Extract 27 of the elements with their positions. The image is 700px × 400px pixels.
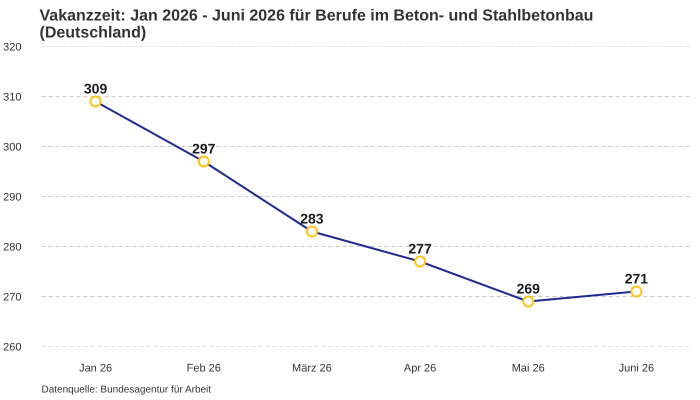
data-label: 277	[408, 240, 432, 256]
chart-title: Vakanzzeit: Jan 2026 - Juni 2026 für Berufe im Beton- und Stahlbetonbau (Deutschland)	[40, 8, 594, 42]
x-tick-label: Feb 26	[186, 362, 221, 374]
y-tick-label: 260	[3, 342, 22, 354]
y-tick-label: 280	[3, 242, 22, 254]
point	[306, 226, 318, 238]
y-tick-label: 270	[3, 292, 22, 304]
y-tick-label: 300	[3, 142, 22, 154]
data-label: 269	[516, 280, 540, 296]
text: Datenquelle: Bundesagentur für Arbeit	[42, 384, 212, 396]
data-label: 271	[624, 270, 648, 286]
y-tick-label: 320	[3, 42, 22, 54]
point	[630, 286, 642, 298]
y-tick-label: 310	[3, 92, 22, 104]
data-label: 309	[84, 80, 108, 96]
data-label: 297	[192, 140, 216, 156]
x-tick-label: Juni 26	[618, 362, 654, 374]
point	[198, 156, 210, 168]
x-tick-label: Mai 26	[512, 362, 545, 374]
point	[414, 256, 426, 268]
point	[522, 296, 534, 308]
x-tick-label: Jan 26	[79, 362, 112, 374]
point	[90, 96, 102, 108]
y-tick-label: 290	[3, 192, 22, 204]
data-label: 283	[300, 210, 324, 226]
x-tick-label: März 26	[292, 362, 332, 374]
x-tick-label: Apr 26	[404, 362, 436, 374]
